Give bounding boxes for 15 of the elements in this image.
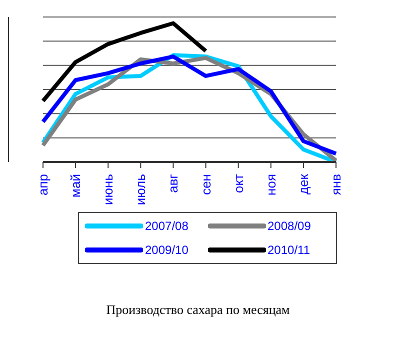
x-tick-label: сен: [198, 174, 214, 195]
legend-label: 2010/11: [268, 243, 310, 257]
legend-label: 2009/10: [145, 243, 188, 257]
x-tick-label: ноя: [263, 174, 278, 196]
text: Производство сахара по месяцам: [105, 302, 291, 318]
x-tick-label: авг: [166, 174, 181, 193]
x-tick-label: янв: [328, 174, 344, 196]
x-tick-label: дек: [296, 174, 311, 195]
legend-label: 2007/08: [145, 219, 188, 233]
x-tick-label: окт: [230, 174, 246, 194]
x-tick-label: май: [68, 174, 84, 198]
x-tick-label: апр: [36, 174, 50, 196]
legend-label: 2008/09: [268, 219, 311, 233]
x-tick-label: июль: [133, 174, 148, 206]
x-tick-label: июнь: [100, 174, 116, 205]
